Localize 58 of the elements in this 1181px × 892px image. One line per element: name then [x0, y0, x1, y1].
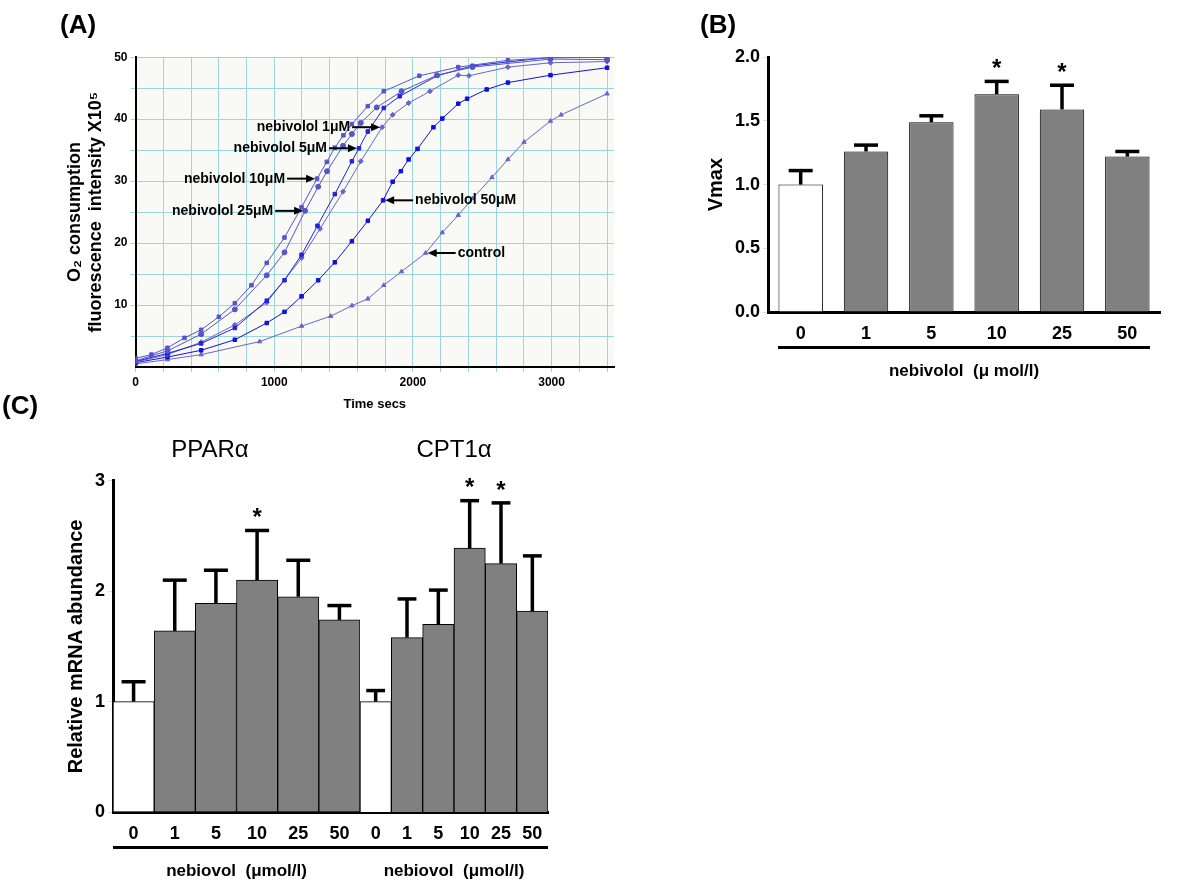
x-axis-title: nebiovol (μmol/l) [166, 861, 307, 881]
annotation: nebivolol 50μM [415, 191, 517, 208]
x-axis-title: nebivolol (μ mol/l) [888, 361, 1040, 381]
chart-title: CPT1α [416, 435, 492, 463]
annotation: nebivolol 10μM [183, 169, 286, 186]
chart-title: PPARα [171, 435, 249, 463]
x-tick-label: 50 [1117, 322, 1138, 343]
x-tick-label: 5 [433, 822, 444, 843]
y-tick-label: 40 [114, 111, 128, 126]
y-axis-title: Relative mRNA abundance [63, 519, 86, 774]
x-tick-label: 0 [132, 374, 140, 389]
x-tick-label: 1 [169, 822, 180, 843]
annotation: * [992, 54, 1002, 82]
y-tick-label: 3 [95, 469, 106, 490]
x-tick-label: 0 [370, 822, 381, 843]
annotation: * [464, 473, 475, 501]
y-tick-label: 1.0 [734, 173, 761, 194]
annotation: * [1057, 57, 1068, 85]
y-axis-title: O₂ consumption fluorescence intensity X10⁵ [63, 91, 106, 333]
x-axis-title: nebiovol (μmol/l) [383, 861, 525, 881]
y-tick-label: 1.5 [734, 109, 761, 130]
y-tick-label: 30 [114, 173, 128, 188]
x-tick-label: 1000 [260, 374, 288, 389]
y-tick-label: 20 [114, 235, 128, 250]
x-tick-label: 2000 [399, 374, 427, 389]
x-tick-label: 1 [401, 822, 413, 843]
x-axis-title: Time secs [343, 395, 407, 411]
y-tick-label: 0.0 [734, 300, 761, 321]
annotation: nebivolol 5μM [233, 139, 327, 156]
annotation: nebivolol 25μM [172, 201, 274, 218]
y-tick-label: 0 [95, 800, 106, 821]
annotation: nebivolol 1μM [256, 118, 351, 135]
x-tick-label: 10 [986, 322, 1007, 343]
annotation: * [496, 475, 507, 503]
x-tick-label: 1 [861, 322, 872, 343]
x-tick-label: 10 [247, 822, 268, 843]
y-tick-label: 10 [114, 297, 128, 312]
x-tick-label: 25 [490, 822, 512, 843]
y-tick-label: 2.0 [734, 46, 761, 67]
x-tick-label: 0 [795, 322, 806, 343]
y-tick-label: 1 [95, 690, 106, 711]
y-tick-label: 50 [114, 49, 128, 64]
x-tick-label: 25 [288, 822, 309, 843]
x-tick-label: 25 [1051, 322, 1073, 343]
annotation: * [252, 503, 263, 531]
x-tick-label: 50 [522, 822, 543, 843]
x-tick-label: 5 [210, 822, 221, 843]
x-tick-label: 5 [926, 322, 937, 343]
y-tick-label: 2 [95, 580, 106, 601]
x-tick-label: 3000 [538, 374, 566, 389]
annotation: control [457, 243, 506, 260]
chart-title: (A) [60, 8, 97, 39]
x-tick-label: 50 [329, 822, 350, 843]
x-tick-label: 10 [459, 822, 480, 843]
chart-title: (B) [700, 8, 737, 39]
y-axis-title: Vmax [703, 157, 726, 212]
text: (C) [2, 390, 39, 421]
y-tick-label: 0.5 [734, 237, 761, 258]
